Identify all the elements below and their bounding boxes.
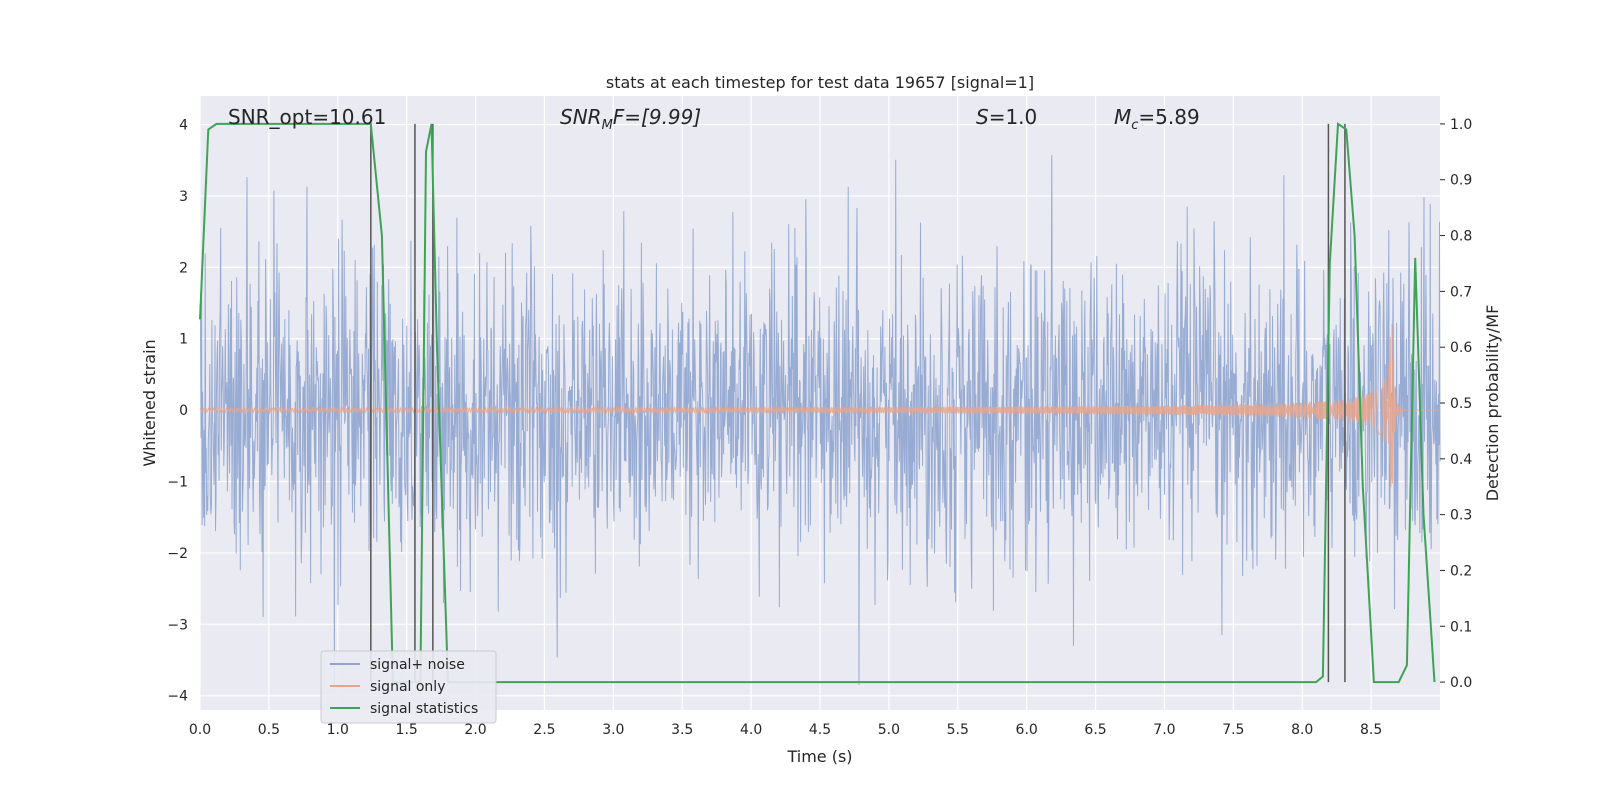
y-tick-label: 2 xyxy=(179,260,188,276)
x-tick-labels: 0.0 0.5 1.0 1.5 2.0 2.5 3.0 3.5 4.0 4.5 5.0 5.5 6.0 6… xyxy=(189,722,1382,738)
x-tick-label: 1.5 xyxy=(396,722,418,738)
x-axis-label: Time (s) xyxy=(786,747,852,766)
snr-opt-annotation: SNR_opt=10.61 xyxy=(228,105,386,129)
y-right-tick-label: 0.3 xyxy=(1450,508,1472,524)
y-right-tick-label: 0.8 xyxy=(1450,229,1472,245)
x-tick-label: 2.5 xyxy=(533,722,555,738)
y-right-tick-label: 0.7 xyxy=(1450,284,1472,300)
y-tick-label: 1 xyxy=(179,332,188,348)
series-signal-plus-noise xyxy=(199,154,1441,689)
chirp-trace xyxy=(199,323,1440,488)
x-tick-label: 5.0 xyxy=(878,722,900,738)
legend-box xyxy=(320,650,497,724)
s-annotation: S=1.0 xyxy=(976,105,1037,129)
series-signal-only xyxy=(199,323,1440,488)
y-tick-label: 4 xyxy=(179,118,188,134)
legend-label-noise: signal+ noise xyxy=(370,657,465,673)
snr-mf-suffix: F=[9.99] xyxy=(613,105,701,129)
y-right-tick-label: 0.4 xyxy=(1450,452,1472,468)
x-tick-label: 7.5 xyxy=(1222,722,1244,738)
x-tick-label: 0.0 xyxy=(189,722,211,738)
y-right-tick-label: 0.9 xyxy=(1450,173,1472,189)
legend-label-stats: signal statistics xyxy=(370,701,478,717)
snr-mf-prefix: SNR xyxy=(560,105,602,129)
vertical-markers xyxy=(370,123,1346,683)
x-tick-label: 7.0 xyxy=(1153,722,1175,738)
x-tick-label: 8.0 xyxy=(1291,722,1313,738)
snr-mf-sub: M xyxy=(602,118,613,133)
chart-title: stats at each timestep for test data 196… xyxy=(606,73,1034,92)
mc-value: =5.89 xyxy=(1138,105,1199,129)
y-right-axis-label: Detection probability/MF xyxy=(1483,305,1502,502)
x-tick-label: 1.0 xyxy=(327,722,349,738)
snr-mf-annotation: SNRMF=[9.99] xyxy=(560,105,701,133)
x-tick-label: 5.5 xyxy=(947,722,969,738)
s-value: =1.0 xyxy=(989,105,1038,129)
noise-trace xyxy=(199,154,1441,689)
x-tick-label: 4.0 xyxy=(740,722,762,738)
s-label: S xyxy=(976,105,989,129)
y-tick-label: 3 xyxy=(179,189,188,205)
x-tick-label: 6.0 xyxy=(1016,722,1038,738)
y-tick-label: −1 xyxy=(167,475,188,491)
y-right-tick-label: 0.6 xyxy=(1450,340,1472,356)
y-right-tick-label: 0.5 xyxy=(1450,396,1472,412)
y-tick-label: −2 xyxy=(167,546,188,562)
x-tick-label: 3.0 xyxy=(602,722,624,738)
y-right-tick-label: 0.1 xyxy=(1450,619,1472,635)
x-tick-label: 3.5 xyxy=(671,722,693,738)
y-tick-label: 0 xyxy=(179,403,188,419)
legend: signal+ noise signal only signal statist… xyxy=(320,650,497,724)
legend-label-signal: signal only xyxy=(370,679,445,695)
mc-sub: c xyxy=(1131,118,1138,133)
mc-annotation: Mc=5.89 xyxy=(1114,105,1200,133)
y-right-tick-label: 0.2 xyxy=(1450,563,1472,579)
x-tick-label: 6.5 xyxy=(1084,722,1106,738)
y-right-tick-labels: 0.0 0.1 0.2 0.3 0.4 0.5 0.6 0.7 0.8 0.9 1.0 xyxy=(1440,117,1472,691)
y-right-tick-label: 1.0 xyxy=(1450,117,1472,133)
y-tick-label: −4 xyxy=(167,689,188,705)
y-right-tick-label: 0.0 xyxy=(1450,675,1472,691)
y-tick-label: −3 xyxy=(167,617,188,633)
y-tick-labels: −4 −3 −2 −1 0 1 2 3 4 xyxy=(167,118,188,705)
x-tick-label: 8.5 xyxy=(1360,722,1382,738)
mc-label: M xyxy=(1114,105,1131,129)
x-tick-label: 0.5 xyxy=(258,722,280,738)
y-axis-label: Whitened strain xyxy=(140,339,159,466)
x-tick-label: 4.5 xyxy=(809,722,831,738)
x-tick-label: 2.0 xyxy=(464,722,486,738)
